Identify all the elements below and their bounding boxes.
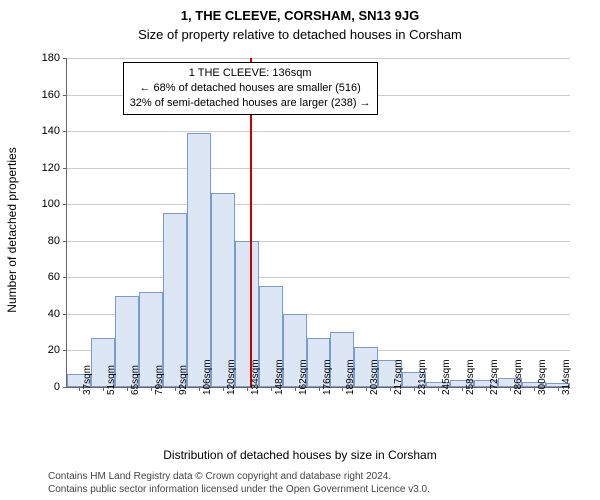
x-tick-label: 272sqm <box>489 359 500 395</box>
histogram-bar <box>163 213 187 387</box>
x-tick-label: 134sqm <box>250 359 261 395</box>
y-tick-label: 140 <box>30 125 60 137</box>
x-tick-label: 65sqm <box>130 365 141 395</box>
y-tick-label: 40 <box>30 308 60 320</box>
chart-title-sub: Size of property relative to detached ho… <box>0 23 600 48</box>
footer-line2: Contains public sector information licen… <box>48 483 430 496</box>
chart-container: Number of detached properties 1 THE CLEE… <box>0 48 600 438</box>
x-tick-label: 120sqm <box>226 359 237 395</box>
x-tick-label: 217sqm <box>393 359 404 395</box>
chart-title-main: 1, THE CLEEVE, CORSHAM, SN13 9JG <box>0 0 600 23</box>
x-tick-label: 148sqm <box>274 359 285 395</box>
annotation-line1: 1 THE CLEEVE: 136sqm <box>130 66 371 81</box>
x-tick-label: 51sqm <box>106 365 117 395</box>
y-tick-label: 60 <box>30 271 60 283</box>
annotation-box: 1 THE CLEEVE: 136sqm← 68% of detached ho… <box>123 62 378 115</box>
y-tick-label: 160 <box>30 89 60 101</box>
x-tick-label: 286sqm <box>513 359 524 395</box>
x-tick-label: 189sqm <box>345 359 356 395</box>
histogram-bar <box>211 193 235 387</box>
x-tick-label: 314sqm <box>561 359 572 395</box>
y-tick-label: 0 <box>30 381 60 393</box>
x-tick-label: 231sqm <box>417 359 428 395</box>
x-tick-label: 245sqm <box>441 359 452 395</box>
footer-attribution: Contains HM Land Registry data © Crown c… <box>48 470 430 496</box>
x-tick-label: 300sqm <box>537 359 548 395</box>
annotation-line3: 32% of semi-detached houses are larger (… <box>130 96 371 111</box>
x-tick-label: 79sqm <box>154 365 165 395</box>
x-tick-label: 106sqm <box>202 359 213 395</box>
x-tick-label: 162sqm <box>298 359 309 395</box>
x-tick-label: 176sqm <box>322 359 333 395</box>
plot-area: 1 THE CLEEVE: 136sqm← 68% of detached ho… <box>66 58 570 388</box>
x-tick-label: 92sqm <box>178 365 189 395</box>
y-tick-label: 80 <box>30 235 60 247</box>
x-axis-label: Distribution of detached houses by size … <box>0 448 600 462</box>
y-tick-label: 120 <box>30 162 60 174</box>
x-tick-label: 37sqm <box>82 365 93 395</box>
y-tick-label: 180 <box>30 52 60 64</box>
footer-line1: Contains HM Land Registry data © Crown c… <box>48 470 430 483</box>
y-tick-label: 100 <box>30 198 60 210</box>
histogram-bar <box>187 133 211 387</box>
annotation-line2: ← 68% of detached houses are smaller (51… <box>130 81 371 96</box>
y-tick-label: 20 <box>30 344 60 356</box>
x-tick-label: 203sqm <box>369 359 380 395</box>
x-tick-label: 258sqm <box>465 359 476 395</box>
